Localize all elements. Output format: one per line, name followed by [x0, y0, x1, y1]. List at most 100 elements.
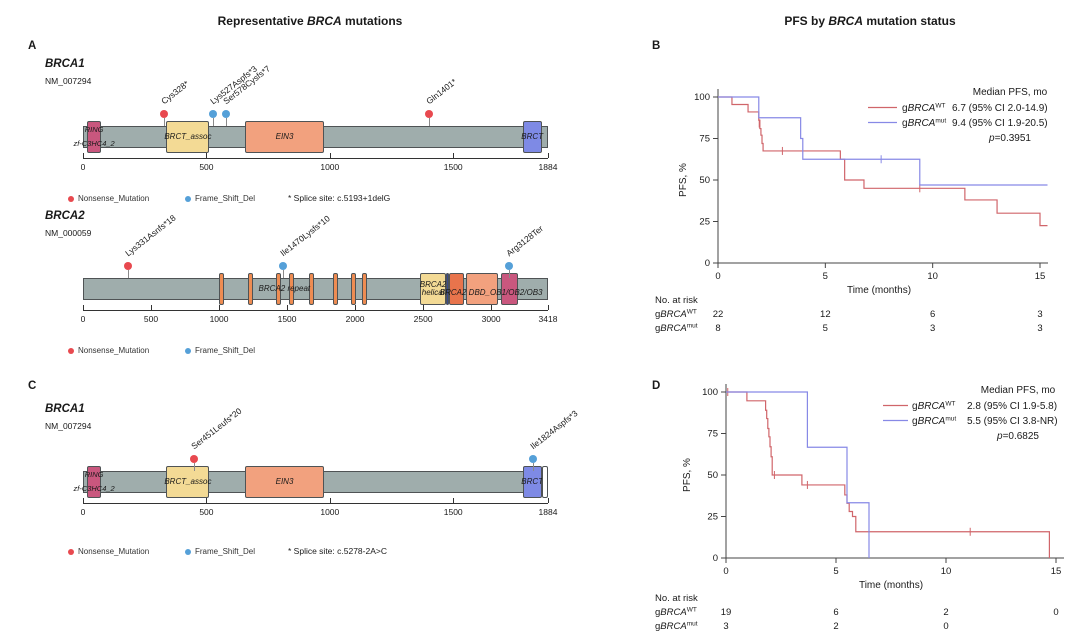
km-chart-b: 0 25 50 75 100 0 5 10 15 Time (months) PFS, % Media… — [655, 87, 1048, 334]
domain-box — [87, 121, 101, 153]
y-tick-label: 25 — [699, 217, 710, 228]
legend-label: Nonsense_Mutation — [78, 547, 150, 556]
axis-tick-label: 1500 — [443, 507, 463, 517]
domain-box — [541, 466, 548, 498]
axis-tick-label: 2500 — [413, 314, 433, 324]
axis-tick-label: 3418 — [538, 314, 558, 324]
mutation-label: Gln1401* — [424, 76, 459, 107]
axis-tick — [83, 153, 84, 158]
axis-tick-label: 1884 — [538, 507, 558, 517]
lollipop-diagram: RING zf-C3HC4_2 BRCT_assoc EIN3 BRCT 0 500 1000… — [40, 63, 640, 213]
risk-count: 5 — [823, 323, 828, 334]
legend-series-name: gBRCAmut — [902, 118, 946, 130]
lollipop-stem — [225, 118, 227, 126]
axis-tick-label: 1884 — [538, 162, 558, 172]
lollipop-stem — [508, 270, 510, 278]
lollipop-panel-brca1-a: BRCA1 NM_007294 RING zf-C3HC4_2 BRCT_assoc… — [40, 50, 640, 210]
legend-dot — [68, 348, 74, 354]
title-part: mutation status — [863, 14, 956, 28]
splice-note: * Splice site: c.5193+1delG — [288, 193, 391, 203]
domain-box — [219, 273, 224, 305]
domain-box — [332, 273, 338, 305]
axis-tick — [423, 305, 425, 310]
risk-count: 0 — [1053, 607, 1058, 618]
mutation-dot — [124, 262, 133, 270]
axis-tick — [219, 305, 221, 310]
mutation-dot — [278, 262, 287, 270]
risk-count: 2 — [833, 621, 838, 632]
axis-tick-label: 1000 — [320, 507, 340, 517]
axis-tick-label: 1000 — [320, 162, 340, 172]
legend-median-text: 6.7 (95% CI 2.0-14.9) — [952, 103, 1048, 114]
risk-row-label: gBRCAWT — [655, 607, 697, 619]
y-axis-label: PFS, % — [682, 458, 693, 492]
mutation-label: Lys331Asnfs*18 — [123, 212, 178, 259]
gene-title: BRCA2 — [45, 210, 85, 222]
x-tick-label: 5 — [833, 566, 838, 577]
mutation-label: Ile1824Aspfs*3 — [528, 408, 580, 452]
lollipop-stem — [194, 463, 196, 471]
domain-box: BRCT — [521, 121, 543, 153]
mutation-dot — [190, 455, 199, 463]
y-axis-label: PFS, % — [678, 163, 689, 197]
axis-tick — [329, 498, 331, 503]
km-curve — [726, 391, 1050, 558]
risk-count: 12 — [820, 309, 831, 320]
axis-tick — [83, 498, 84, 503]
legend-series-name: gBRCAWT — [912, 401, 955, 413]
axis-tick — [151, 305, 153, 310]
y-tick-label: 50 — [707, 470, 718, 481]
axis-tick-label: 3000 — [481, 314, 501, 324]
km-curve — [718, 96, 1048, 227]
axis-tick — [548, 153, 549, 158]
panel-letter-d: D — [652, 380, 661, 392]
risk-count: 19 — [721, 607, 732, 618]
lollipop-stem — [128, 270, 130, 278]
domain-box — [362, 273, 367, 305]
risk-count: 3 — [1037, 309, 1042, 320]
legend-header: Median PFS, mo — [973, 87, 1048, 98]
title-part: PFS by — [784, 14, 829, 28]
risk-count: 6 — [930, 309, 935, 320]
axis-tick — [206, 498, 208, 503]
y-tick-label: 0 — [713, 553, 718, 564]
axis-tick — [329, 153, 331, 158]
legend-median-text: 2.8 (95% CI 1.9-5.8) — [967, 401, 1057, 412]
legend-series-name: gBRCAWT — [902, 103, 945, 115]
transcript-id: NM_000059 — [45, 228, 92, 238]
y-tick-label: 50 — [699, 175, 710, 186]
title-part: mutations — [341, 14, 403, 28]
mutation-dot — [504, 262, 513, 270]
p-value: p=0.6825 — [996, 431, 1039, 442]
mutation-label: Ile1470Lysfs*10 — [278, 213, 332, 259]
legend-dot — [185, 549, 191, 555]
mutation-dot — [209, 110, 218, 118]
gene-title: BRCA1 — [45, 403, 85, 415]
bar-label: BRCA2 DBD_OB1/OB2/OB3 — [439, 288, 543, 297]
y-tick-label: 75 — [699, 134, 710, 145]
axis-tick — [287, 305, 289, 310]
risk-count: 3 — [723, 621, 728, 632]
legend-series-name: gBRCAmut — [912, 416, 956, 428]
y-tick-label: 100 — [702, 387, 718, 398]
legend-label: Nonsense_Mutation — [78, 194, 150, 203]
x-tick-label: 10 — [941, 566, 952, 577]
mutation-label: Cys328* — [159, 78, 191, 107]
axis-tick — [548, 305, 549, 310]
domain-label: RING — [84, 470, 104, 479]
axis-tick-label: 2000 — [345, 314, 365, 324]
title-part: BRCA — [828, 14, 863, 28]
title-part: BRCA — [307, 14, 342, 28]
x-tick-label: 0 — [715, 271, 720, 282]
axis-tick — [548, 498, 549, 503]
km-panel-d: 0 25 50 75 100 0 5 10 15 Time (months) PFS, % Media… — [650, 368, 1090, 642]
risk-row-label: gBRCAWT — [655, 309, 697, 321]
axis-tick-label: 0 — [80, 314, 86, 324]
risk-count: 0 — [943, 621, 948, 632]
p-value: p=0.3951 — [988, 133, 1031, 144]
lollipop-diagram: BRCA2 helical BRCA2 repeat BRCA2 DBD_OB1/O… — [40, 213, 640, 365]
mutation-label: Ser451Leufs*20 — [189, 405, 244, 452]
legend-dot — [68, 196, 74, 202]
risk-count: 22 — [713, 309, 724, 320]
axis-line — [83, 310, 548, 311]
